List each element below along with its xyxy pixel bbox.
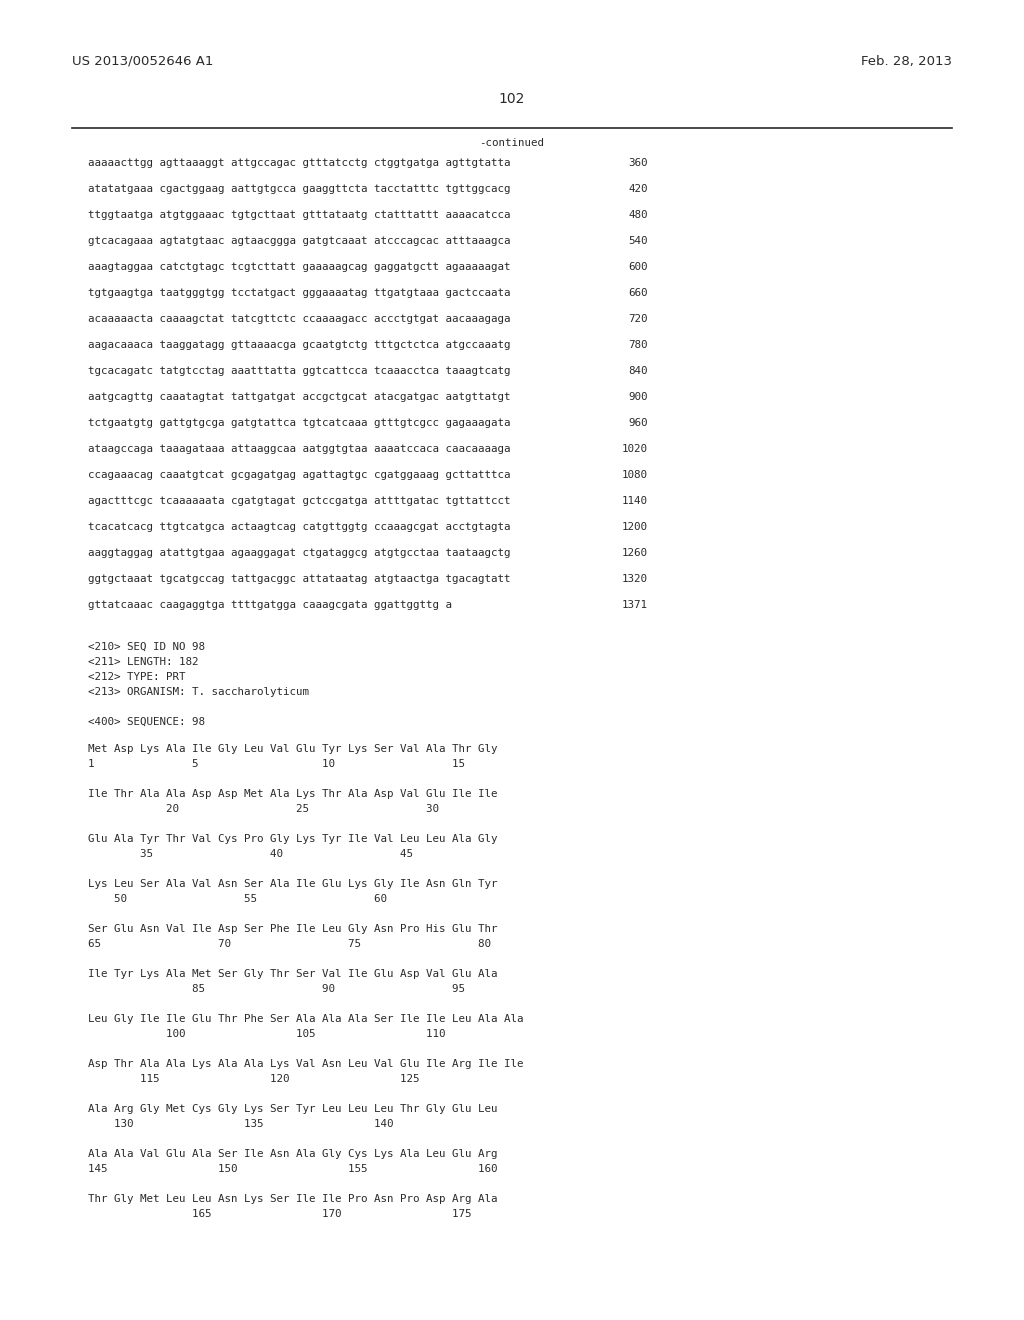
- Text: 20                  25                  30: 20 25 30: [88, 804, 439, 814]
- Text: aagacaaaca taaggatagg gttaaaacga gcaatgtctg tttgctctca atgccaaatg: aagacaaaca taaggatagg gttaaaacga gcaatgt…: [88, 341, 511, 350]
- Text: tctgaatgtg gattgtgcga gatgtattca tgtcatcaaa gtttgtcgcc gagaaagata: tctgaatgtg gattgtgcga gatgtattca tgtcatc…: [88, 418, 511, 428]
- Text: 1260: 1260: [622, 548, 648, 558]
- Text: Ile Tyr Lys Ala Met Ser Gly Thr Ser Val Ile Glu Asp Val Glu Ala: Ile Tyr Lys Ala Met Ser Gly Thr Ser Val …: [88, 969, 498, 979]
- Text: Ala Arg Gly Met Cys Gly Lys Ser Tyr Leu Leu Leu Thr Gly Glu Leu: Ala Arg Gly Met Cys Gly Lys Ser Tyr Leu …: [88, 1104, 498, 1114]
- Text: 100                 105                 110: 100 105 110: [88, 1030, 445, 1039]
- Text: 102: 102: [499, 92, 525, 106]
- Text: Feb. 28, 2013: Feb. 28, 2013: [861, 55, 952, 69]
- Text: 420: 420: [629, 183, 648, 194]
- Text: gtcacagaaa agtatgtaac agtaacggga gatgtcaaat atcccagcac atttaaagca: gtcacagaaa agtatgtaac agtaacggga gatgtca…: [88, 236, 511, 246]
- Text: 960: 960: [629, 418, 648, 428]
- Text: Lys Leu Ser Ala Val Asn Ser Ala Ile Glu Lys Gly Ile Asn Gln Tyr: Lys Leu Ser Ala Val Asn Ser Ala Ile Glu …: [88, 879, 498, 888]
- Text: agactttcgc tcaaaaaata cgatgtagat gctccgatga attttgatac tgttattcct: agactttcgc tcaaaaaata cgatgtagat gctccga…: [88, 496, 511, 506]
- Text: 1200: 1200: [622, 521, 648, 532]
- Text: tcacatcacg ttgtcatgca actaagtcag catgttggtg ccaaagcgat acctgtagta: tcacatcacg ttgtcatgca actaagtcag catgttg…: [88, 521, 511, 532]
- Text: ggtgctaaat tgcatgccag tattgacggc attataatag atgtaactga tgacagtatt: ggtgctaaat tgcatgccag tattgacggc attataa…: [88, 574, 511, 583]
- Text: 115                 120                 125: 115 120 125: [88, 1074, 420, 1084]
- Text: tgcacagatc tatgtcctag aaatttatta ggtcattcca tcaaacctca taaagtcatg: tgcacagatc tatgtcctag aaatttatta ggtcatt…: [88, 366, 511, 376]
- Text: <400> SEQUENCE: 98: <400> SEQUENCE: 98: [88, 717, 205, 727]
- Text: Asp Thr Ala Ala Lys Ala Ala Lys Val Asn Leu Val Glu Ile Arg Ile Ile: Asp Thr Ala Ala Lys Ala Ala Lys Val Asn …: [88, 1059, 523, 1069]
- Text: 85                  90                  95: 85 90 95: [88, 983, 465, 994]
- Text: 840: 840: [629, 366, 648, 376]
- Text: aaaaacttgg agttaaaggt attgccagac gtttatcctg ctggtgatga agttgtatta: aaaaacttgg agttaaaggt attgccagac gtttatc…: [88, 158, 511, 168]
- Text: tgtgaagtga taatgggtgg tcctatgact gggaaaatag ttgatgtaaa gactccaata: tgtgaagtga taatgggtgg tcctatgact gggaaaa…: [88, 288, 511, 298]
- Text: aatgcagttg caaatagtat tattgatgat accgctgcat atacgatgac aatgttatgt: aatgcagttg caaatagtat tattgatgat accgctg…: [88, 392, 511, 403]
- Text: <211> LENGTH: 182: <211> LENGTH: 182: [88, 657, 199, 667]
- Text: -continued: -continued: [479, 139, 545, 148]
- Text: 165                 170                 175: 165 170 175: [88, 1209, 471, 1218]
- Text: 780: 780: [629, 341, 648, 350]
- Text: 130                 135                 140: 130 135 140: [88, 1119, 393, 1129]
- Text: Ala Ala Val Glu Ala Ser Ile Asn Ala Gly Cys Lys Ala Leu Glu Arg: Ala Ala Val Glu Ala Ser Ile Asn Ala Gly …: [88, 1148, 498, 1159]
- Text: 50                  55                  60: 50 55 60: [88, 894, 387, 904]
- Text: 540: 540: [629, 236, 648, 246]
- Text: 900: 900: [629, 392, 648, 403]
- Text: Ile Thr Ala Ala Asp Asp Met Ala Lys Thr Ala Asp Val Glu Ile Ile: Ile Thr Ala Ala Asp Asp Met Ala Lys Thr …: [88, 789, 498, 799]
- Text: aaggtaggag atattgtgaa agaaggagat ctgataggcg atgtgcctaa taataagctg: aaggtaggag atattgtgaa agaaggagat ctgatag…: [88, 548, 511, 558]
- Text: 1               5                   10                  15: 1 5 10 15: [88, 759, 465, 770]
- Text: Thr Gly Met Leu Leu Asn Lys Ser Ile Ile Pro Asn Pro Asp Arg Ala: Thr Gly Met Leu Leu Asn Lys Ser Ile Ile …: [88, 1195, 498, 1204]
- Text: <210> SEQ ID NO 98: <210> SEQ ID NO 98: [88, 642, 205, 652]
- Text: 145                 150                 155                 160: 145 150 155 160: [88, 1164, 498, 1173]
- Text: 65                  70                  75                  80: 65 70 75 80: [88, 939, 490, 949]
- Text: Met Asp Lys Ala Ile Gly Leu Val Glu Tyr Lys Ser Val Ala Thr Gly: Met Asp Lys Ala Ile Gly Leu Val Glu Tyr …: [88, 744, 498, 754]
- Text: ccagaaacag caaatgtcat gcgagatgag agattagtgc cgatggaaag gcttatttca: ccagaaacag caaatgtcat gcgagatgag agattag…: [88, 470, 511, 480]
- Text: gttatcaaac caagaggtga ttttgatgga caaagcgata ggattggttg a: gttatcaaac caagaggtga ttttgatgga caaagcg…: [88, 601, 452, 610]
- Text: ataagccaga taaagataaa attaaggcaa aatggtgtaa aaaatccaca caacaaaaga: ataagccaga taaagataaa attaaggcaa aatggtg…: [88, 444, 511, 454]
- Text: 1371: 1371: [622, 601, 648, 610]
- Text: aaagtaggaa catctgtagc tcgtcttatt gaaaaagcag gaggatgctt agaaaaagat: aaagtaggaa catctgtagc tcgtcttatt gaaaaag…: [88, 261, 511, 272]
- Text: 35                  40                  45: 35 40 45: [88, 849, 413, 859]
- Text: 660: 660: [629, 288, 648, 298]
- Text: Glu Ala Tyr Thr Val Cys Pro Gly Lys Tyr Ile Val Leu Leu Ala Gly: Glu Ala Tyr Thr Val Cys Pro Gly Lys Tyr …: [88, 834, 498, 843]
- Text: ttggtaatga atgtggaaac tgtgcttaat gtttataatg ctatttattt aaaacatcca: ttggtaatga atgtggaaac tgtgcttaat gtttata…: [88, 210, 511, 220]
- Text: 480: 480: [629, 210, 648, 220]
- Text: 1320: 1320: [622, 574, 648, 583]
- Text: 1140: 1140: [622, 496, 648, 506]
- Text: <212> TYPE: PRT: <212> TYPE: PRT: [88, 672, 185, 682]
- Text: 360: 360: [629, 158, 648, 168]
- Text: 1020: 1020: [622, 444, 648, 454]
- Text: 720: 720: [629, 314, 648, 323]
- Text: acaaaaacta caaaagctat tatcgttctc ccaaaagacc accctgtgat aacaaagaga: acaaaaacta caaaagctat tatcgttctc ccaaaag…: [88, 314, 511, 323]
- Text: 600: 600: [629, 261, 648, 272]
- Text: Leu Gly Ile Ile Glu Thr Phe Ser Ala Ala Ala Ser Ile Ile Leu Ala Ala: Leu Gly Ile Ile Glu Thr Phe Ser Ala Ala …: [88, 1014, 523, 1024]
- Text: <213> ORGANISM: T. saccharolyticum: <213> ORGANISM: T. saccharolyticum: [88, 686, 309, 697]
- Text: US 2013/0052646 A1: US 2013/0052646 A1: [72, 55, 213, 69]
- Text: 1080: 1080: [622, 470, 648, 480]
- Text: Ser Glu Asn Val Ile Asp Ser Phe Ile Leu Gly Asn Pro His Glu Thr: Ser Glu Asn Val Ile Asp Ser Phe Ile Leu …: [88, 924, 498, 935]
- Text: atatatgaaa cgactggaag aattgtgcca gaaggttcta tacctatttc tgttggcacg: atatatgaaa cgactggaag aattgtgcca gaaggtt…: [88, 183, 511, 194]
